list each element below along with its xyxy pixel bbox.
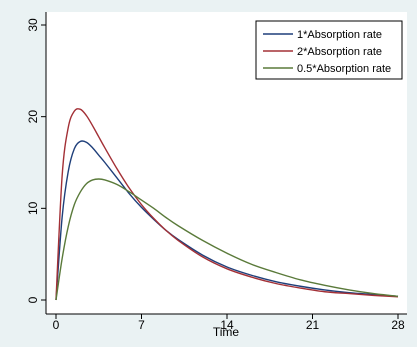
series-line-1: [55, 140, 399, 301]
legend-label-1: 1*Absorption rate: [297, 29, 382, 41]
axes-group: 0 10 20 30 0 7 14 21 28: [26, 12, 407, 332]
legend-box: [255, 20, 403, 80]
y-tick-label: 0: [26, 296, 40, 303]
x-tick-label: 14: [220, 318, 234, 332]
legend-label-3: 0.5*Absorption rate: [297, 63, 391, 75]
y-tick-label: 30: [26, 18, 40, 32]
x-tick-label: 21: [306, 318, 320, 332]
x-tick-label: 28: [391, 318, 405, 332]
legend: 1*Absorption rate 2*Absorption rate 0.5*Ab…: [255, 20, 403, 80]
series-line-3: [55, 178, 399, 301]
x-tick-label: 7: [138, 318, 145, 332]
legend-label-2: 2*Absorption rate: [297, 46, 382, 58]
data-series-group: [55, 108, 399, 301]
y-tick-label: 20: [26, 110, 40, 124]
series-line-2: [55, 108, 399, 301]
y-tick-label: 10: [26, 201, 40, 215]
x-axis-label: Time: [213, 325, 240, 339]
x-tick-label: 0: [53, 318, 60, 332]
